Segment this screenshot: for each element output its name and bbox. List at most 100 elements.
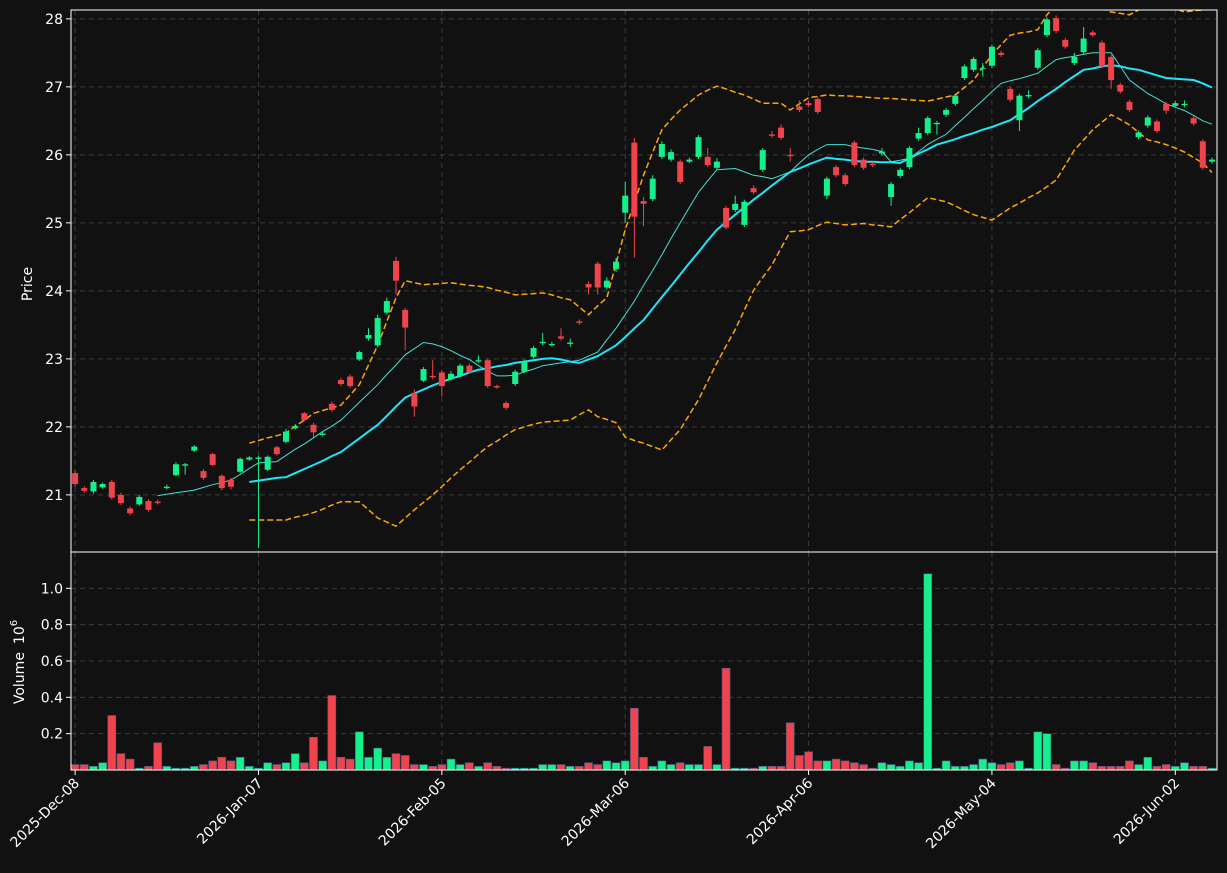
candle-body (1108, 56, 1115, 81)
candle-body (493, 386, 500, 388)
volume-bar (89, 766, 98, 770)
volume-bar (996, 764, 1006, 770)
volume-bar (749, 767, 758, 770)
candle-body (677, 161, 684, 183)
volume-bar (501, 767, 511, 770)
volume-bar (932, 767, 942, 770)
candle-body (145, 500, 152, 510)
volume-bar (144, 766, 153, 770)
candle-body (99, 483, 106, 488)
candle-body (365, 335, 372, 339)
volume-bar (712, 764, 722, 770)
candle-body (117, 494, 124, 504)
candle-body (842, 175, 849, 185)
volume-bar (785, 722, 795, 770)
y-tick-label: 25 (45, 216, 63, 232)
candle-body (255, 457, 262, 459)
candle-body (860, 159, 867, 168)
candle-body (163, 486, 170, 489)
volume-bar (419, 764, 428, 770)
volume-bar (1005, 762, 1015, 770)
candle-body (475, 360, 482, 362)
candle-body (1199, 141, 1206, 168)
volume-bar (245, 766, 254, 770)
volume-bar (162, 766, 172, 770)
volume-bar (1180, 762, 1189, 770)
volume-bar (941, 760, 951, 770)
candle-body (952, 95, 959, 104)
candle-body (81, 488, 88, 491)
candle-body (393, 260, 400, 281)
volume-bar (1033, 731, 1043, 770)
candle-body (191, 446, 198, 451)
volume-bar (1079, 760, 1088, 770)
volume-bar (520, 767, 529, 770)
volume-bar (584, 762, 593, 770)
volume-bar (281, 762, 291, 770)
volume-bar (327, 695, 337, 770)
candle-body (1071, 56, 1078, 64)
candle-body (448, 373, 455, 380)
volume-bar (840, 760, 850, 770)
volume-bar (71, 764, 80, 770)
volume-bar (1207, 767, 1217, 770)
volume-bar (180, 767, 190, 770)
volume-bar (960, 766, 969, 770)
indicator-line (249, 64, 1213, 483)
volume-bar (1143, 756, 1153, 770)
volume-bar (831, 758, 841, 770)
volume-bar (758, 766, 768, 770)
y-tick-label: 1.0 (41, 581, 63, 597)
volume-bar (217, 756, 227, 770)
volume-bar (740, 767, 749, 770)
volume-bar (850, 762, 859, 770)
candle-body (1172, 103, 1179, 106)
candle-body (108, 481, 115, 498)
candle-body (915, 133, 922, 139)
candle-body (182, 464, 189, 466)
volume-bar (336, 756, 346, 770)
candle-body (282, 431, 289, 442)
candle-body (337, 379, 344, 385)
volume-bar (465, 762, 474, 770)
candle-body (998, 52, 1005, 55)
candle-body (695, 137, 702, 157)
volume-bar (1198, 766, 1208, 770)
candle-body (869, 163, 876, 166)
volume-bar (776, 766, 786, 770)
candle-body (558, 336, 565, 339)
volume-bar (373, 747, 382, 770)
volume-bar (538, 764, 547, 770)
candle-body (567, 342, 574, 344)
volume-bar (272, 764, 282, 770)
candle-body (1062, 39, 1069, 47)
volume-bar (813, 760, 823, 770)
candle-body (686, 159, 693, 162)
volume-bar (620, 760, 630, 770)
candle-body (603, 280, 610, 288)
volume-frame (70, 551, 1218, 771)
volume-bar (685, 764, 694, 770)
volume-bar (455, 764, 465, 770)
candle-body (328, 403, 335, 410)
candle-body (319, 433, 326, 436)
volume-bar (107, 715, 117, 770)
y-tick-label: 24 (45, 284, 63, 300)
volume-bar (364, 756, 373, 770)
candle-body (732, 203, 739, 210)
volume-bar (98, 762, 107, 770)
candle-body (878, 151, 885, 154)
candle-body (613, 261, 620, 270)
candle-body (154, 501, 161, 504)
volume-bar (767, 766, 777, 770)
candle-body (814, 99, 821, 113)
candle-body (264, 456, 271, 470)
volume-bar (868, 767, 878, 770)
candle-body (787, 154, 794, 157)
volume-bar (675, 762, 685, 770)
volume-bar (1097, 766, 1107, 770)
volume-bar (547, 764, 557, 770)
volume-offset-exponent: 6 (9, 620, 20, 626)
